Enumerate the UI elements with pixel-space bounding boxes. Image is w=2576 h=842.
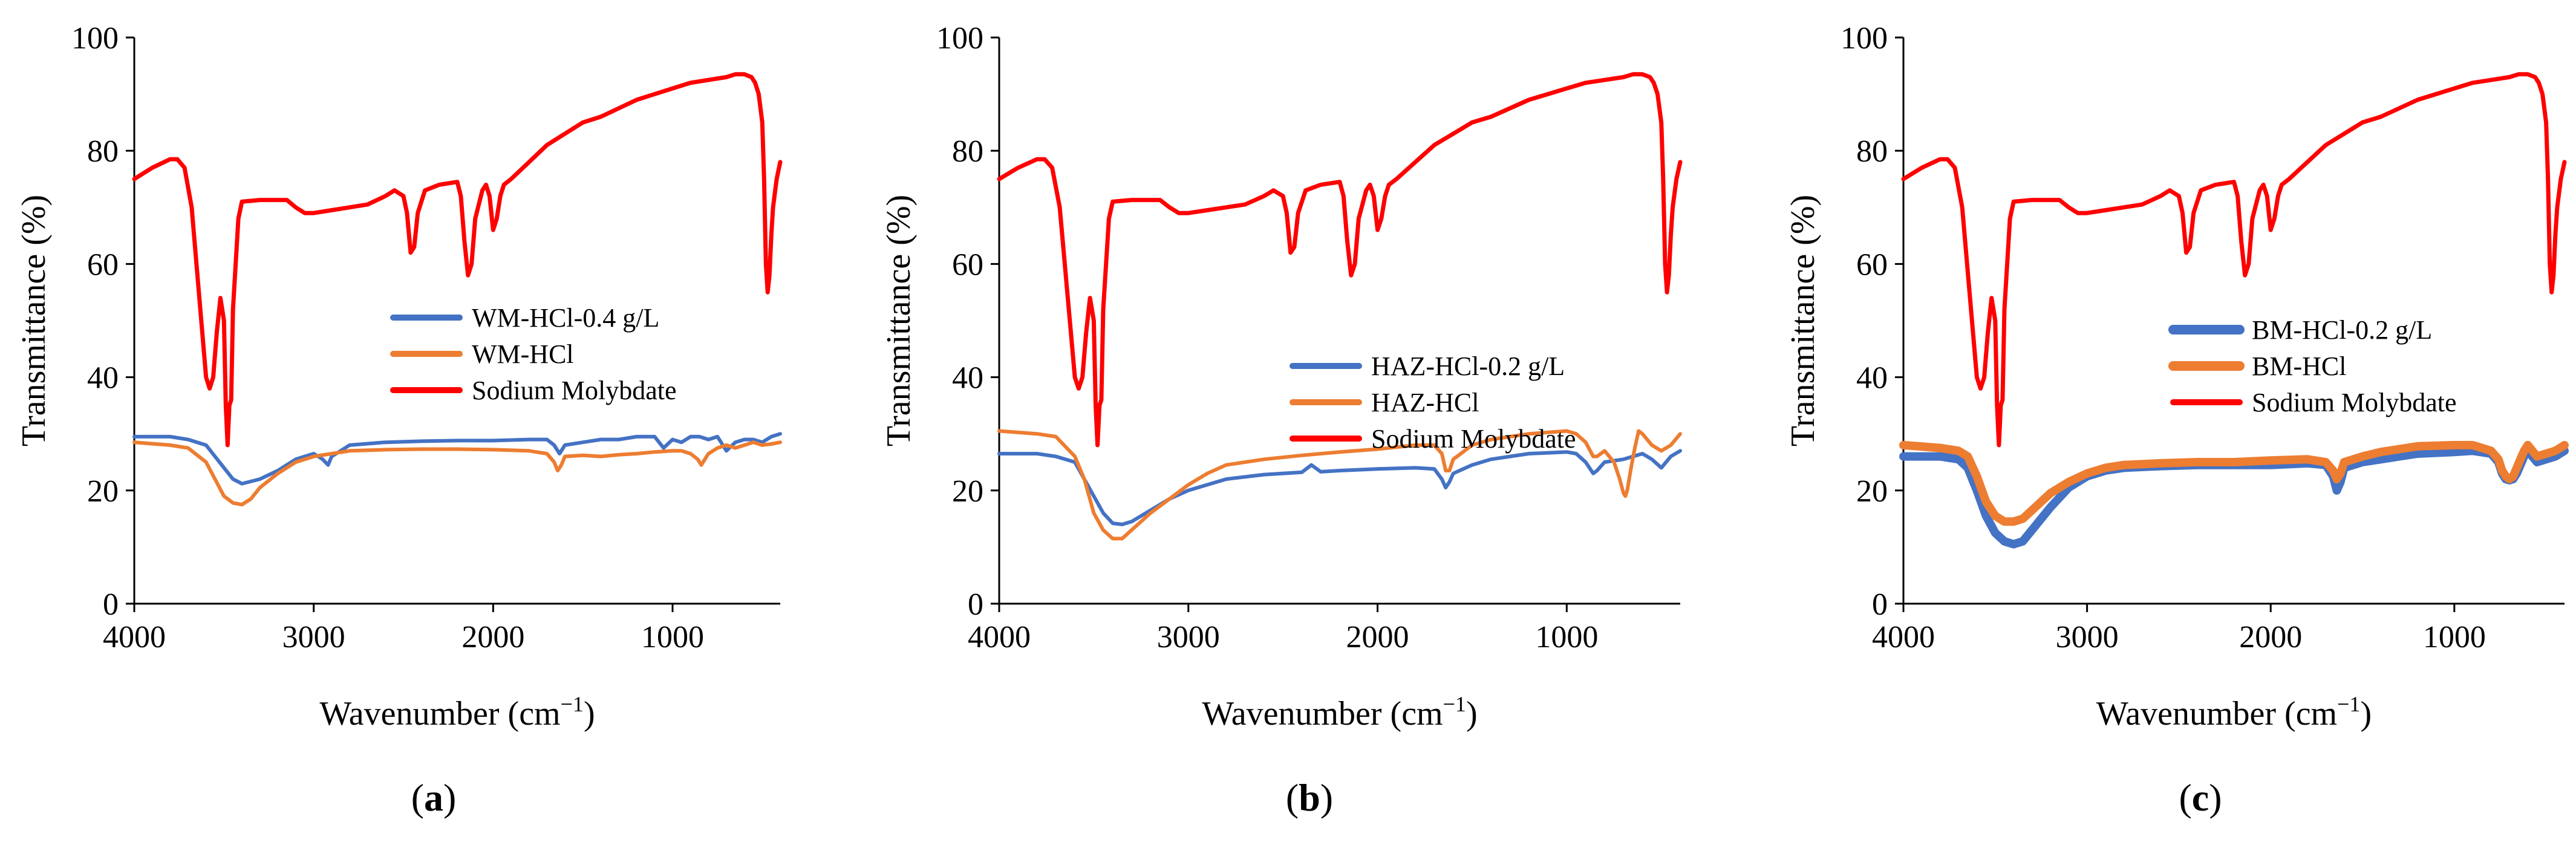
y-tick-label: 40 — [1856, 361, 1888, 396]
y-tick-label: 100 — [936, 21, 983, 56]
y-axis-title: Transmittance (%) — [15, 195, 53, 446]
y-tick-label: 60 — [87, 247, 119, 282]
y-tick-label: 0 — [1872, 587, 1888, 622]
chart-legend: WM-HCl-0.4 g/L WM-HCl Sodium Molybdate — [390, 303, 677, 405]
x-axis-title: Wavenumber (cm−1) — [1202, 692, 1477, 733]
series-line-sodium-molybdate — [1901, 72, 2567, 448]
x-tick-label: 4000 — [968, 620, 1031, 654]
x-axis-title-superscript: −1 — [2337, 692, 2360, 716]
series-line-bm-hcl — [1899, 440, 2569, 526]
x-axis-title: Wavenumber (cm−1) — [319, 692, 595, 733]
y-tick-label: 100 — [71, 21, 119, 56]
chart-legend: HAZ-HCl-0.2 g/L HAZ-HCl Sodium Molybdate — [1290, 351, 1576, 454]
x-tick-label: 3000 — [282, 620, 345, 654]
x-tick-label: 3000 — [1157, 620, 1220, 654]
panel-label-open: ( — [2179, 776, 2191, 819]
legend-label: Sodium Molybdate — [2252, 388, 2457, 417]
x-tick-label: 3000 — [2056, 620, 2119, 654]
x-axis-title-superscript: −1 — [1443, 692, 1466, 716]
panel-label: (c) — [2179, 776, 2222, 819]
x-tick-label: 2000 — [2239, 620, 2302, 654]
series-line-sodium-molybdate — [132, 72, 783, 448]
x-axis-title-superscript: −1 — [561, 692, 584, 716]
x-tick-label: 1000 — [1535, 620, 1598, 654]
legend-label: BM-HCl-0.2 g/L — [2252, 315, 2432, 345]
legend-label: HAZ-HCl-0.2 g/L — [1371, 351, 1565, 381]
panel-label-letter: a — [424, 776, 443, 819]
y-tick-label: 60 — [952, 247, 983, 282]
x-axis-title-close: ) — [1466, 695, 1478, 733]
y-tick-label: 40 — [87, 361, 119, 396]
y-tick-label: 80 — [1856, 134, 1888, 169]
y-tick-label: 80 — [952, 134, 983, 169]
y-axis-title: Transmittance (%) — [880, 195, 918, 446]
legend-label: Sodium Molybdate — [1371, 424, 1576, 454]
y-tick-label: 0 — [968, 587, 983, 622]
y-tick-label: 20 — [952, 474, 983, 509]
y-tick-label: 100 — [1841, 21, 1888, 56]
x-axis-title-close: ) — [2360, 695, 2372, 733]
x-axis-title: Wavenumber (cm−1) — [2096, 692, 2372, 733]
chart-legend: BM-HCl-0.2 g/L BM-HCl Sodium Molybdate — [2168, 315, 2457, 417]
x-tick-label: 4000 — [103, 620, 166, 654]
chart-panel-a: 0 20 40 60 80 100 4000 3000 2000 1000 Transmittanc… — [15, 21, 783, 819]
legend-label: HAZ-HCl — [1371, 388, 1479, 417]
x-axis-title-close: ) — [584, 695, 595, 733]
panel-label-close: ) — [2209, 776, 2222, 819]
panel-label: (a) — [411, 776, 457, 819]
legend-label: WM-HCl-0.4 g/L — [472, 303, 659, 333]
series-line-wm-hcl — [132, 440, 782, 507]
x-tick-label: 4000 — [1872, 620, 1935, 654]
x-tick-label: 2000 — [461, 620, 524, 654]
chart-panel-b: 0 20 40 60 80 100 4000 3000 2000 1000 Transmittanc… — [880, 21, 1683, 819]
y-tick-label: 80 — [87, 134, 119, 169]
series-line-wm-hcl-0-4-g-l — [132, 432, 782, 486]
series-line-sodium-molybdate — [997, 72, 1683, 448]
x-tick-label: 1000 — [641, 620, 704, 654]
x-tick-label: 2000 — [1346, 620, 1409, 654]
legend-label: BM-HCl — [2252, 351, 2346, 381]
panel-label-letter: b — [1299, 776, 1320, 819]
panel-label-close: ) — [443, 776, 456, 819]
panel-label: (b) — [1286, 776, 1333, 819]
y-tick-label: 0 — [103, 587, 119, 622]
chart-panel-c: 0 20 40 60 80 100 4000 3000 2000 1000 Transmittanc… — [1784, 21, 2569, 819]
panel-label-letter: c — [2192, 776, 2209, 819]
x-axis-title-main: Wavenumber (cm — [319, 695, 560, 733]
x-axis-title-main: Wavenumber (cm — [2096, 695, 2337, 733]
x-axis-title-main: Wavenumber (cm — [1202, 695, 1443, 733]
y-tick-label: 40 — [952, 361, 983, 396]
y-tick-label: 20 — [1856, 474, 1888, 509]
y-axis-title: Transmittance (%) — [1784, 195, 1822, 446]
y-tick-label: 60 — [1856, 247, 1888, 282]
panel-label-close: ) — [1320, 776, 1333, 819]
series-line-haz-hcl — [997, 429, 1682, 541]
panel-label-open: ( — [1286, 776, 1299, 819]
x-tick-label: 1000 — [2423, 620, 2486, 654]
legend-label: Sodium Molybdate — [472, 376, 677, 405]
legend-label: WM-HCl — [472, 339, 574, 369]
series-line-haz-hcl-0-2-g-l — [997, 449, 1682, 526]
panel-label-open: ( — [411, 776, 424, 819]
y-tick-label: 20 — [87, 474, 119, 509]
